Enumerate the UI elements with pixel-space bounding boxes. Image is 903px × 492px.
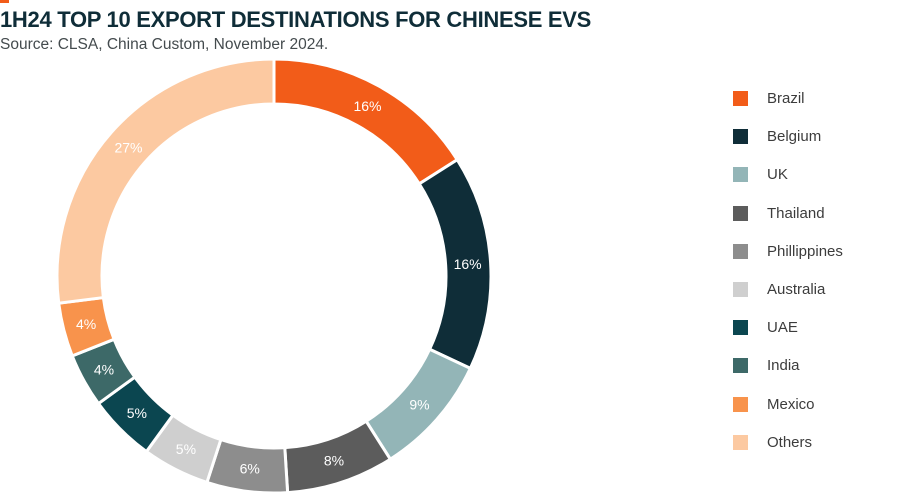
legend-swatch xyxy=(733,243,748,259)
legend-swatch xyxy=(733,91,748,106)
accent-mark xyxy=(0,0,9,3)
legend-label: Belgium xyxy=(767,128,822,146)
chart-source: Source: CLSA, China Custom, November 202… xyxy=(0,36,329,53)
slice-label-others: 27% xyxy=(114,140,142,156)
legend-swatch xyxy=(733,129,748,145)
legend-label: Others xyxy=(767,433,813,451)
legend-label: Australia xyxy=(767,281,826,298)
legend-swatch xyxy=(733,167,748,183)
slice-label-australia: 5% xyxy=(176,441,196,457)
chart-title: 1H24 TOP 10 EXPORT DESTINATIONS FOR CHIN… xyxy=(0,7,592,32)
slice-others xyxy=(55,57,276,305)
legend-swatch xyxy=(733,282,748,297)
slice-label-belgium: 16% xyxy=(454,256,482,272)
legend-swatch xyxy=(733,358,748,374)
slice-label-thailand: 8% xyxy=(324,453,344,469)
legend-label: Mexico xyxy=(767,395,815,413)
legend-label: UAE xyxy=(767,319,798,337)
slice-label-mexico: 4% xyxy=(76,316,96,332)
legend-label: Phillippines xyxy=(767,242,843,260)
legend-swatch xyxy=(733,205,748,221)
slice-label-brazil: 16% xyxy=(353,98,381,114)
slice-brazil xyxy=(272,57,460,186)
legend-swatch xyxy=(733,320,748,336)
legend-swatch xyxy=(733,434,748,450)
slice-label-uk: 9% xyxy=(409,396,429,412)
slice-label-phillippines: 6% xyxy=(240,460,260,476)
slice-label-india: 4% xyxy=(94,361,114,377)
legend-label: Brazil xyxy=(767,90,805,107)
legend-label: Thailand xyxy=(767,204,825,222)
legend-label: UK xyxy=(767,166,788,184)
legend-label: India xyxy=(767,357,800,375)
legend-swatch xyxy=(733,396,748,412)
slice-label-uae: 5% xyxy=(127,405,147,421)
